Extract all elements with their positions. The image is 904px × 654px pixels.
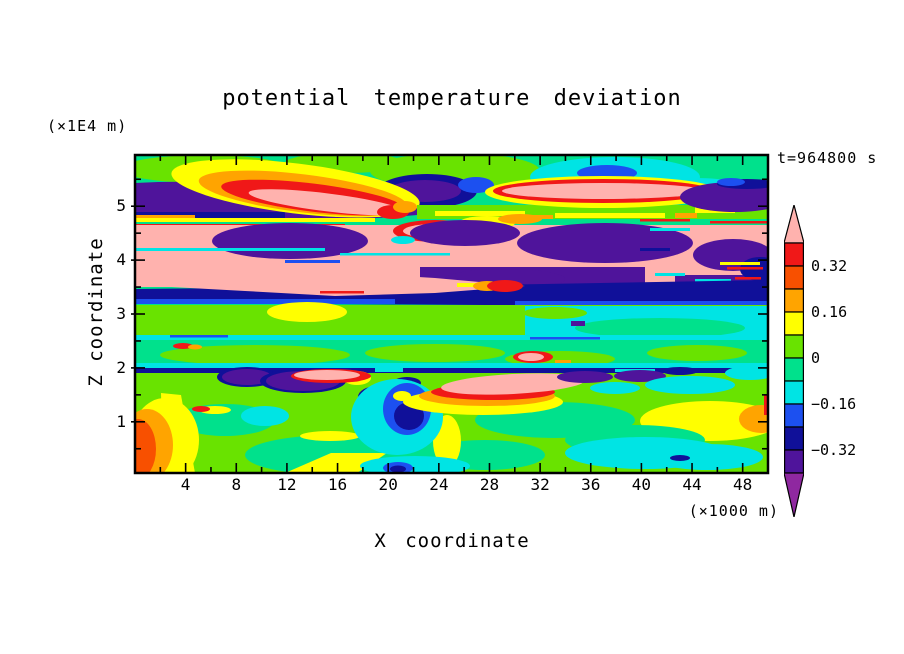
colorbar-segment-chartreuse <box>784 334 804 359</box>
contour-green-band <box>135 302 768 340</box>
x-tick-label: 32 <box>530 475 550 494</box>
colorbar-label: 0.16 <box>811 303 848 321</box>
x-tick-label: 24 <box>429 475 449 494</box>
colorbar-segment-indigo <box>784 449 804 474</box>
contour-pink-lens-upper <box>485 176 768 212</box>
colorbar-label: −0.32 <box>811 441 857 459</box>
x-tick-label: 44 <box>682 475 702 494</box>
colorbar-segment-red <box>784 242 804 267</box>
colorbar-label: 0 <box>811 349 821 367</box>
z-tick-label: 1 <box>116 411 126 431</box>
contour-field <box>135 155 768 473</box>
z-tick-label: 5 <box>116 196 126 216</box>
contour-navy-band <box>135 267 768 307</box>
z-tick-label: 4 <box>116 250 126 270</box>
colorbar-segment-cyan <box>784 380 804 405</box>
x-tick-label: 36 <box>581 475 601 494</box>
contour-warm-plume <box>171 159 420 218</box>
x-tick-label: 20 <box>378 475 398 494</box>
colorbar-segment-yellow <box>784 311 804 336</box>
z-tick-label: 3 <box>116 304 126 323</box>
contour-z2-blobs <box>217 366 768 455</box>
x-tick-label: 40 <box>631 475 652 494</box>
colorbar-segment-orange <box>784 288 804 313</box>
z-axis-unit-label: (×1E4 m) <box>47 117 128 135</box>
colorbar-label: 0.32 <box>811 257 848 275</box>
x-tick-label: 12 <box>277 475 297 494</box>
x-tick-label: 28 <box>479 475 500 494</box>
x-axis-unit-label: (×1000 m) <box>688 502 779 520</box>
colorbar-segment-blue <box>784 403 804 428</box>
colorbar-label: −0.16 <box>811 395 857 413</box>
colorbar-segment-navy <box>784 426 804 451</box>
contour-plot <box>131 153 770 475</box>
x-axis-title: X coordinate <box>374 530 530 552</box>
x-tick-label: 8 <box>231 475 242 494</box>
colorbar-segment-spring_green <box>784 357 804 382</box>
plot-border <box>133 153 770 475</box>
z-tick-label: 2 <box>116 357 126 377</box>
chart-title: potential temperature deviation <box>222 86 682 111</box>
x-tick-label: 48 <box>733 475 753 494</box>
colorbar-segment-vermillion <box>784 265 804 290</box>
x-tick-label: 16 <box>327 475 348 494</box>
x-tick-label: 4 <box>180 475 191 494</box>
colorbar <box>784 205 804 517</box>
timestamp-label: t=964800 s <box>777 149 878 167</box>
